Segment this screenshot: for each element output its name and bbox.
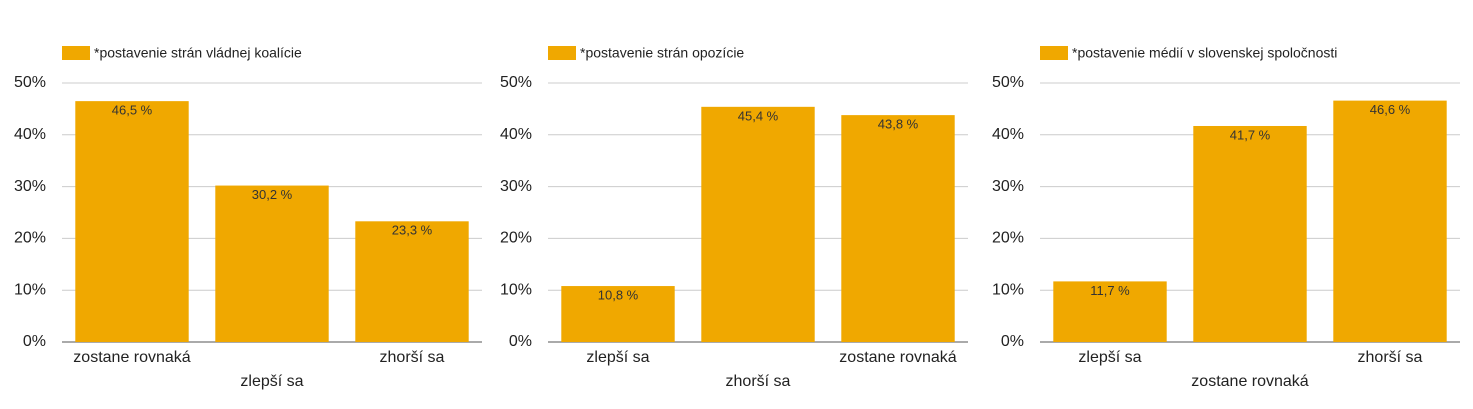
y-tick-label: 40%: [992, 126, 1024, 143]
x-tick-label: zostane rovnaká: [839, 349, 957, 366]
y-tick-label: 20%: [992, 230, 1024, 247]
y-tick-label: 0%: [23, 333, 46, 350]
legend-swatch: [1040, 46, 1068, 60]
legend-label: *postavenie strán vládnej koalície: [94, 45, 302, 61]
legend-swatch: [548, 46, 576, 60]
x-tick-label: zhorší sa: [380, 349, 445, 366]
y-tick-label: 10%: [14, 281, 46, 298]
value-label: 41,7 %: [1230, 127, 1271, 142]
bar: [355, 221, 469, 342]
bar: [1333, 100, 1447, 342]
y-tick-label: 40%: [14, 126, 46, 143]
value-label: 23,3 %: [392, 223, 433, 238]
legend-label: *postavenie strán opozície: [580, 45, 744, 61]
value-label: 46,6 %: [1370, 102, 1411, 117]
y-tick-label: 50%: [14, 74, 46, 91]
bar: [841, 115, 955, 342]
x-tick-label: zostane rovnaká: [1191, 373, 1309, 390]
y-tick-label: 40%: [500, 126, 532, 143]
x-tick-label: zhorší sa: [726, 373, 791, 390]
bar: [215, 185, 329, 342]
value-label: 11,7 %: [1090, 283, 1130, 298]
bar: [561, 286, 675, 342]
y-tick-label: 30%: [992, 178, 1024, 195]
value-label: 43,8 %: [878, 117, 919, 132]
y-tick-label: 0%: [1001, 333, 1024, 350]
x-tick-label: zlepší sa: [586, 349, 649, 366]
bar: [1193, 125, 1307, 342]
x-tick-label: zostane rovnaká: [73, 349, 191, 366]
y-tick-label: 20%: [14, 230, 46, 247]
value-label: 45,4 %: [738, 108, 779, 123]
bar: [75, 101, 189, 342]
value-label: 10,8 %: [598, 287, 639, 302]
bar: [701, 106, 815, 342]
y-tick-label: 10%: [500, 281, 532, 298]
y-tick-label: 10%: [992, 281, 1024, 298]
bar: [1053, 281, 1167, 342]
y-tick-label: 30%: [500, 178, 532, 195]
y-tick-label: 0%: [509, 333, 532, 350]
y-tick-label: 50%: [992, 74, 1024, 91]
value-label: 46,5 %: [112, 103, 153, 118]
value-label: 30,2 %: [252, 187, 293, 202]
x-tick-label: zlepší sa: [240, 373, 303, 390]
y-tick-label: 50%: [500, 74, 532, 91]
legend-swatch: [62, 46, 90, 60]
x-tick-label: zlepší sa: [1078, 349, 1141, 366]
y-tick-label: 20%: [500, 230, 532, 247]
y-tick-label: 30%: [14, 178, 46, 195]
legend-label: *postavenie médií v slovenskej spoločnos…: [1072, 45, 1337, 61]
x-tick-label: zhorší sa: [1358, 349, 1423, 366]
